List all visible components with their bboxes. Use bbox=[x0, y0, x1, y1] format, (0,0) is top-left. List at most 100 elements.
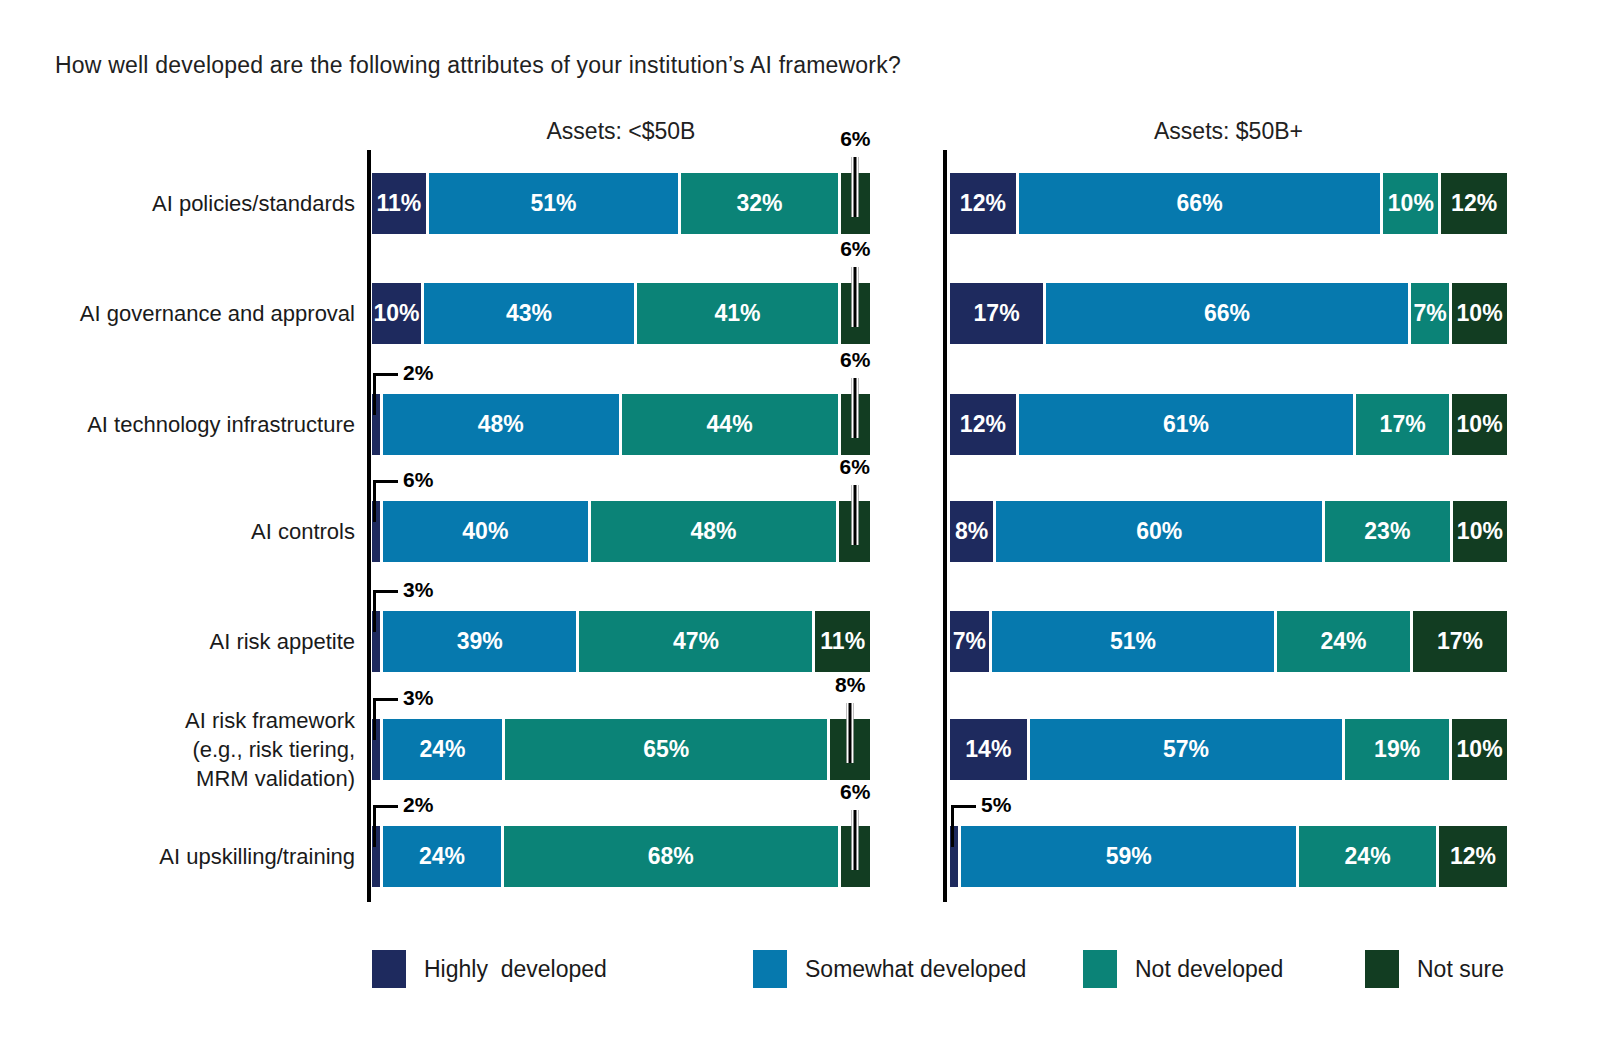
bar-segment: 66% bbox=[1019, 173, 1381, 234]
legend-swatch bbox=[753, 950, 787, 988]
segment-value-label: 57% bbox=[1163, 736, 1209, 763]
callout-label: 2% bbox=[403, 793, 433, 817]
bar-segment: 8% bbox=[830, 719, 870, 780]
bar-segment: 6% bbox=[841, 826, 870, 887]
stacked-bar-row: 2% 48% 44% 6% bbox=[372, 394, 870, 455]
stacked-bar-row: 12% 61% 17% 10% bbox=[950, 394, 1507, 455]
bar-segment: 61% bbox=[1019, 394, 1353, 455]
segment-value-label: 17% bbox=[1437, 628, 1483, 655]
bar-segment: 3% bbox=[372, 611, 380, 672]
bar-segment: 10% bbox=[372, 283, 421, 344]
bar-segment: 10% bbox=[1453, 501, 1507, 562]
bar-segment: 17% bbox=[950, 283, 1043, 344]
category-label: AI controls bbox=[40, 501, 355, 562]
bar-segment: 59% bbox=[961, 826, 1296, 887]
bar-segment: 2% bbox=[372, 394, 380, 455]
callout-label: 6% bbox=[840, 237, 870, 261]
callout-line bbox=[373, 373, 398, 376]
legend-entry: Not developed bbox=[1083, 950, 1283, 988]
legend-label: Somewhat developed bbox=[805, 956, 1026, 983]
category-label: AI risk framework (e.g., risk tiering, M… bbox=[40, 719, 355, 780]
bar-segment: 24% bbox=[383, 826, 501, 887]
callout-line bbox=[852, 810, 859, 870]
bar-segment: 14% bbox=[950, 719, 1027, 780]
bar-segment: 48% bbox=[591, 501, 837, 562]
segment-value-label: 10% bbox=[1388, 190, 1434, 217]
segment-value-label: 12% bbox=[960, 411, 1006, 438]
chart-title: How well developed are the following att… bbox=[55, 52, 901, 79]
bar-segment: 65% bbox=[505, 719, 827, 780]
segment-value-label: 14% bbox=[965, 736, 1011, 763]
bar-segment: 11% bbox=[372, 173, 426, 234]
legend-swatch bbox=[1083, 950, 1117, 988]
segment-value-label: 66% bbox=[1177, 190, 1223, 217]
segment-value-label: 60% bbox=[1136, 518, 1182, 545]
segment-value-label: 48% bbox=[690, 518, 736, 545]
bar-segment: 6% bbox=[372, 501, 380, 562]
bar-segment: 12% bbox=[1441, 173, 1507, 234]
bar-segment: 10% bbox=[1452, 719, 1507, 780]
callout-line bbox=[852, 378, 859, 438]
callout-line bbox=[373, 480, 376, 522]
bar-segment: 11% bbox=[815, 611, 870, 672]
segment-value-label: 48% bbox=[478, 411, 524, 438]
segment-value-label: 32% bbox=[736, 190, 782, 217]
bar-segment: 6% bbox=[841, 394, 870, 455]
bar-segment: 6% bbox=[839, 501, 870, 562]
bar-segment: 17% bbox=[1413, 611, 1507, 672]
segment-value-label: 47% bbox=[673, 628, 719, 655]
bar-segment: 57% bbox=[1030, 719, 1342, 780]
callout-line bbox=[951, 805, 976, 808]
category-label: AI risk appetite bbox=[40, 611, 355, 672]
bar-segment: 7% bbox=[950, 611, 989, 672]
bar-segment: 39% bbox=[383, 611, 576, 672]
bar-segment: 3% bbox=[372, 719, 380, 780]
callout-label: 3% bbox=[403, 686, 433, 710]
bar-segment: 2% bbox=[372, 826, 380, 887]
bar-segment: 43% bbox=[424, 283, 634, 344]
bar-segment: 10% bbox=[1452, 283, 1507, 344]
segment-value-label: 11% bbox=[377, 190, 422, 217]
bar-segment: 12% bbox=[1439, 826, 1507, 887]
callout-line bbox=[373, 590, 398, 593]
panel-header-left: Assets: <$50B bbox=[372, 118, 870, 145]
segment-value-label: 12% bbox=[1451, 190, 1497, 217]
bar-segment: 60% bbox=[996, 501, 1322, 562]
callout-line bbox=[373, 698, 376, 740]
segment-value-label: 12% bbox=[1450, 843, 1496, 870]
callout-label: 8% bbox=[835, 673, 865, 697]
right-panel-axis-line bbox=[943, 150, 947, 902]
segment-value-label: 7% bbox=[953, 628, 986, 655]
bar-segment: 17% bbox=[1356, 394, 1449, 455]
legend-label: Highly developed bbox=[424, 956, 607, 983]
bar-segment: 7% bbox=[1411, 283, 1449, 344]
segment-value-label: 41% bbox=[714, 300, 760, 327]
callout-line bbox=[851, 485, 858, 545]
segment-value-label: 11% bbox=[820, 628, 865, 655]
bar-segment: 19% bbox=[1345, 719, 1449, 780]
legend-swatch bbox=[1365, 950, 1399, 988]
callout-line bbox=[373, 590, 376, 632]
segment-value-label: 10% bbox=[373, 300, 419, 327]
bar-segment: 10% bbox=[1452, 394, 1507, 455]
chart-canvas: How well developed are the following att… bbox=[0, 0, 1600, 1048]
callout-line bbox=[373, 373, 376, 415]
callout-label: 6% bbox=[839, 455, 869, 479]
segment-value-label: 44% bbox=[707, 411, 753, 438]
callout-line bbox=[373, 805, 376, 847]
segment-value-label: 12% bbox=[960, 190, 1006, 217]
legend-entry: Not sure bbox=[1365, 950, 1504, 988]
legend-label: Not sure bbox=[1417, 956, 1504, 983]
callout-line bbox=[852, 157, 859, 217]
bar-segment: 5% bbox=[950, 826, 958, 887]
bar-segment: 24% bbox=[1277, 611, 1410, 672]
segment-value-label: 10% bbox=[1457, 736, 1503, 763]
segment-value-label: 65% bbox=[643, 736, 689, 763]
bar-segment: 6% bbox=[841, 173, 870, 234]
segment-value-label: 43% bbox=[506, 300, 552, 327]
stacked-bar-row: 8%60%23%10% bbox=[950, 501, 1507, 562]
bar-segment: 51% bbox=[992, 611, 1274, 672]
stacked-bar-row: 12% 66% 10% 12% bbox=[950, 173, 1507, 234]
category-label: AI policies/standards bbox=[40, 173, 355, 234]
segment-value-label: 17% bbox=[1380, 411, 1426, 438]
